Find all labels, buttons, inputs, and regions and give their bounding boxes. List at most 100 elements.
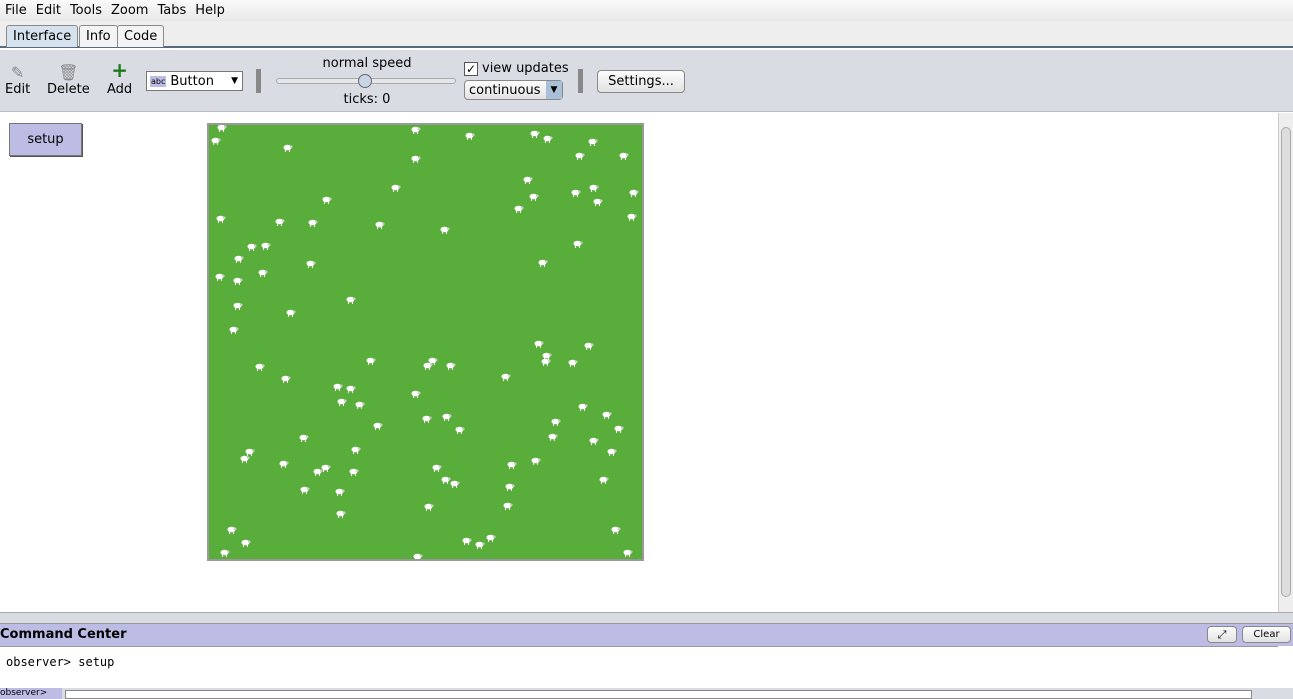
sheep-turtle	[428, 357, 438, 365]
view-updates-label: view updates	[482, 61, 569, 76]
menu-zoom[interactable]: Zoom	[110, 3, 149, 18]
sheep-turtle	[450, 480, 460, 488]
sheep-turtle	[241, 539, 251, 547]
command-output: observer> setup	[0, 646, 1278, 688]
add-label: Add	[107, 82, 133, 97]
tab-info[interactable]: Info	[79, 25, 118, 47]
settings-button[interactable]: Settings...	[597, 70, 685, 93]
add-button[interactable]: + Add	[107, 58, 133, 97]
sheep-turtle	[593, 198, 603, 206]
sheep-turtle	[446, 362, 456, 370]
delete-label: Delete	[47, 82, 90, 97]
sheep-turtle	[607, 448, 617, 456]
command-input[interactable]	[65, 690, 1252, 699]
sheep-turtle	[614, 425, 624, 433]
sheep-turtle	[411, 126, 421, 134]
sheep-turtle	[440, 226, 450, 234]
speed-slider-knob[interactable]	[358, 74, 372, 88]
sheep-turtle	[286, 309, 296, 317]
sheep-turtle	[534, 340, 544, 348]
sheep-turtle	[227, 526, 237, 534]
widget-type-value: Button	[170, 73, 214, 89]
menu-tabs[interactable]: Tabs	[157, 3, 187, 18]
scrollbar-thumb[interactable]	[1281, 127, 1291, 597]
sheep-turtle	[442, 413, 452, 421]
sheep-turtle	[234, 255, 244, 263]
menu-tools[interactable]: Tools	[69, 3, 102, 18]
sheep-turtle	[300, 486, 310, 494]
sheep-turtle	[279, 460, 289, 468]
sheep-turtle	[391, 184, 401, 192]
tab-code[interactable]: Code	[117, 25, 165, 47]
edit-label: Edit	[5, 82, 31, 97]
sheep-turtle	[529, 193, 539, 201]
sheep-turtle	[247, 243, 257, 251]
sheep-turtle	[413, 553, 423, 559]
sheep-turtle	[306, 260, 316, 268]
sheep-turtle	[501, 373, 511, 381]
sheep-turtle	[336, 510, 346, 518]
sheep-turtle	[514, 205, 524, 213]
sheep-turtle	[346, 385, 356, 393]
tab-bar: Interface Info Code	[0, 21, 1293, 48]
sheep-turtle	[422, 415, 432, 423]
sheep-turtle	[220, 549, 230, 557]
sheep-turtle	[619, 152, 629, 160]
sheep-turtle	[424, 503, 434, 511]
sheep-turtle	[541, 358, 551, 366]
sheep-turtle	[530, 130, 540, 138]
sheep-turtle	[258, 269, 268, 277]
sheep-turtle	[575, 152, 585, 160]
sheep-turtle	[588, 138, 598, 146]
plus-icon: +	[111, 58, 128, 82]
sheep-turtle	[375, 221, 385, 229]
clear-button[interactable]: Clear	[1242, 626, 1291, 643]
sheep-turtle	[233, 277, 243, 285]
sheep-turtle	[281, 375, 291, 383]
sheep-turtle	[299, 434, 309, 442]
menu-help[interactable]: Help	[195, 3, 225, 18]
sheep-turtle	[432, 464, 442, 472]
sheep-turtle	[568, 359, 578, 367]
update-mode-value: continuous	[469, 82, 541, 98]
menu-bar: File Edit Tools Zoom Tabs Help	[0, 0, 1293, 21]
expand-icon[interactable]: ⤢	[1207, 626, 1237, 643]
sheep-turtle	[333, 383, 343, 391]
sheep-turtle	[589, 184, 599, 192]
speed-label: normal speed	[322, 56, 412, 71]
separator	[578, 69, 583, 93]
sheep-turtle	[321, 464, 331, 472]
sheep-turtle	[411, 390, 421, 398]
widget-type-dropdown[interactable]: abc Button ▼	[146, 71, 243, 91]
command-input-row: observer>	[0, 688, 1293, 699]
sheep-turtle	[216, 215, 226, 223]
sheep-turtle	[475, 541, 485, 549]
sheep-turtle	[507, 461, 517, 469]
edit-button[interactable]: ✎ Edit	[5, 62, 30, 97]
view-updates-checkbox[interactable]: ✓ view updates	[464, 61, 569, 76]
sheep-turtle	[355, 401, 365, 409]
sheep-turtle	[611, 526, 621, 534]
sheep-turtle	[584, 342, 594, 350]
chevron-down-icon: ▼	[231, 76, 238, 86]
vertical-scrollbar[interactable]	[1278, 113, 1293, 612]
pencil-icon: ✎	[10, 63, 25, 82]
sheep-turtle	[335, 488, 345, 496]
world-view[interactable]	[207, 123, 644, 561]
menu-edit[interactable]: Edit	[35, 3, 61, 18]
sheep-turtle	[255, 363, 265, 371]
observer-prompt[interactable]: observer>	[0, 688, 62, 699]
sheep-turtle	[240, 455, 250, 463]
sheep-turtle	[455, 426, 465, 434]
sheep-turtle	[275, 218, 285, 226]
trash-icon: 🗑	[58, 63, 79, 82]
update-mode-dropdown[interactable]: continuous ▼	[464, 80, 563, 100]
split-pane-divider[interactable]	[0, 612, 1293, 623]
sheep-turtle	[542, 352, 552, 360]
sheep-turtle	[366, 357, 376, 365]
menu-file[interactable]: File	[5, 3, 27, 18]
sheep-turtle	[462, 537, 472, 545]
delete-button[interactable]: 🗑 Delete	[47, 62, 90, 97]
setup-button[interactable]: setup	[9, 123, 82, 156]
tab-interface[interactable]: Interface	[6, 25, 79, 47]
